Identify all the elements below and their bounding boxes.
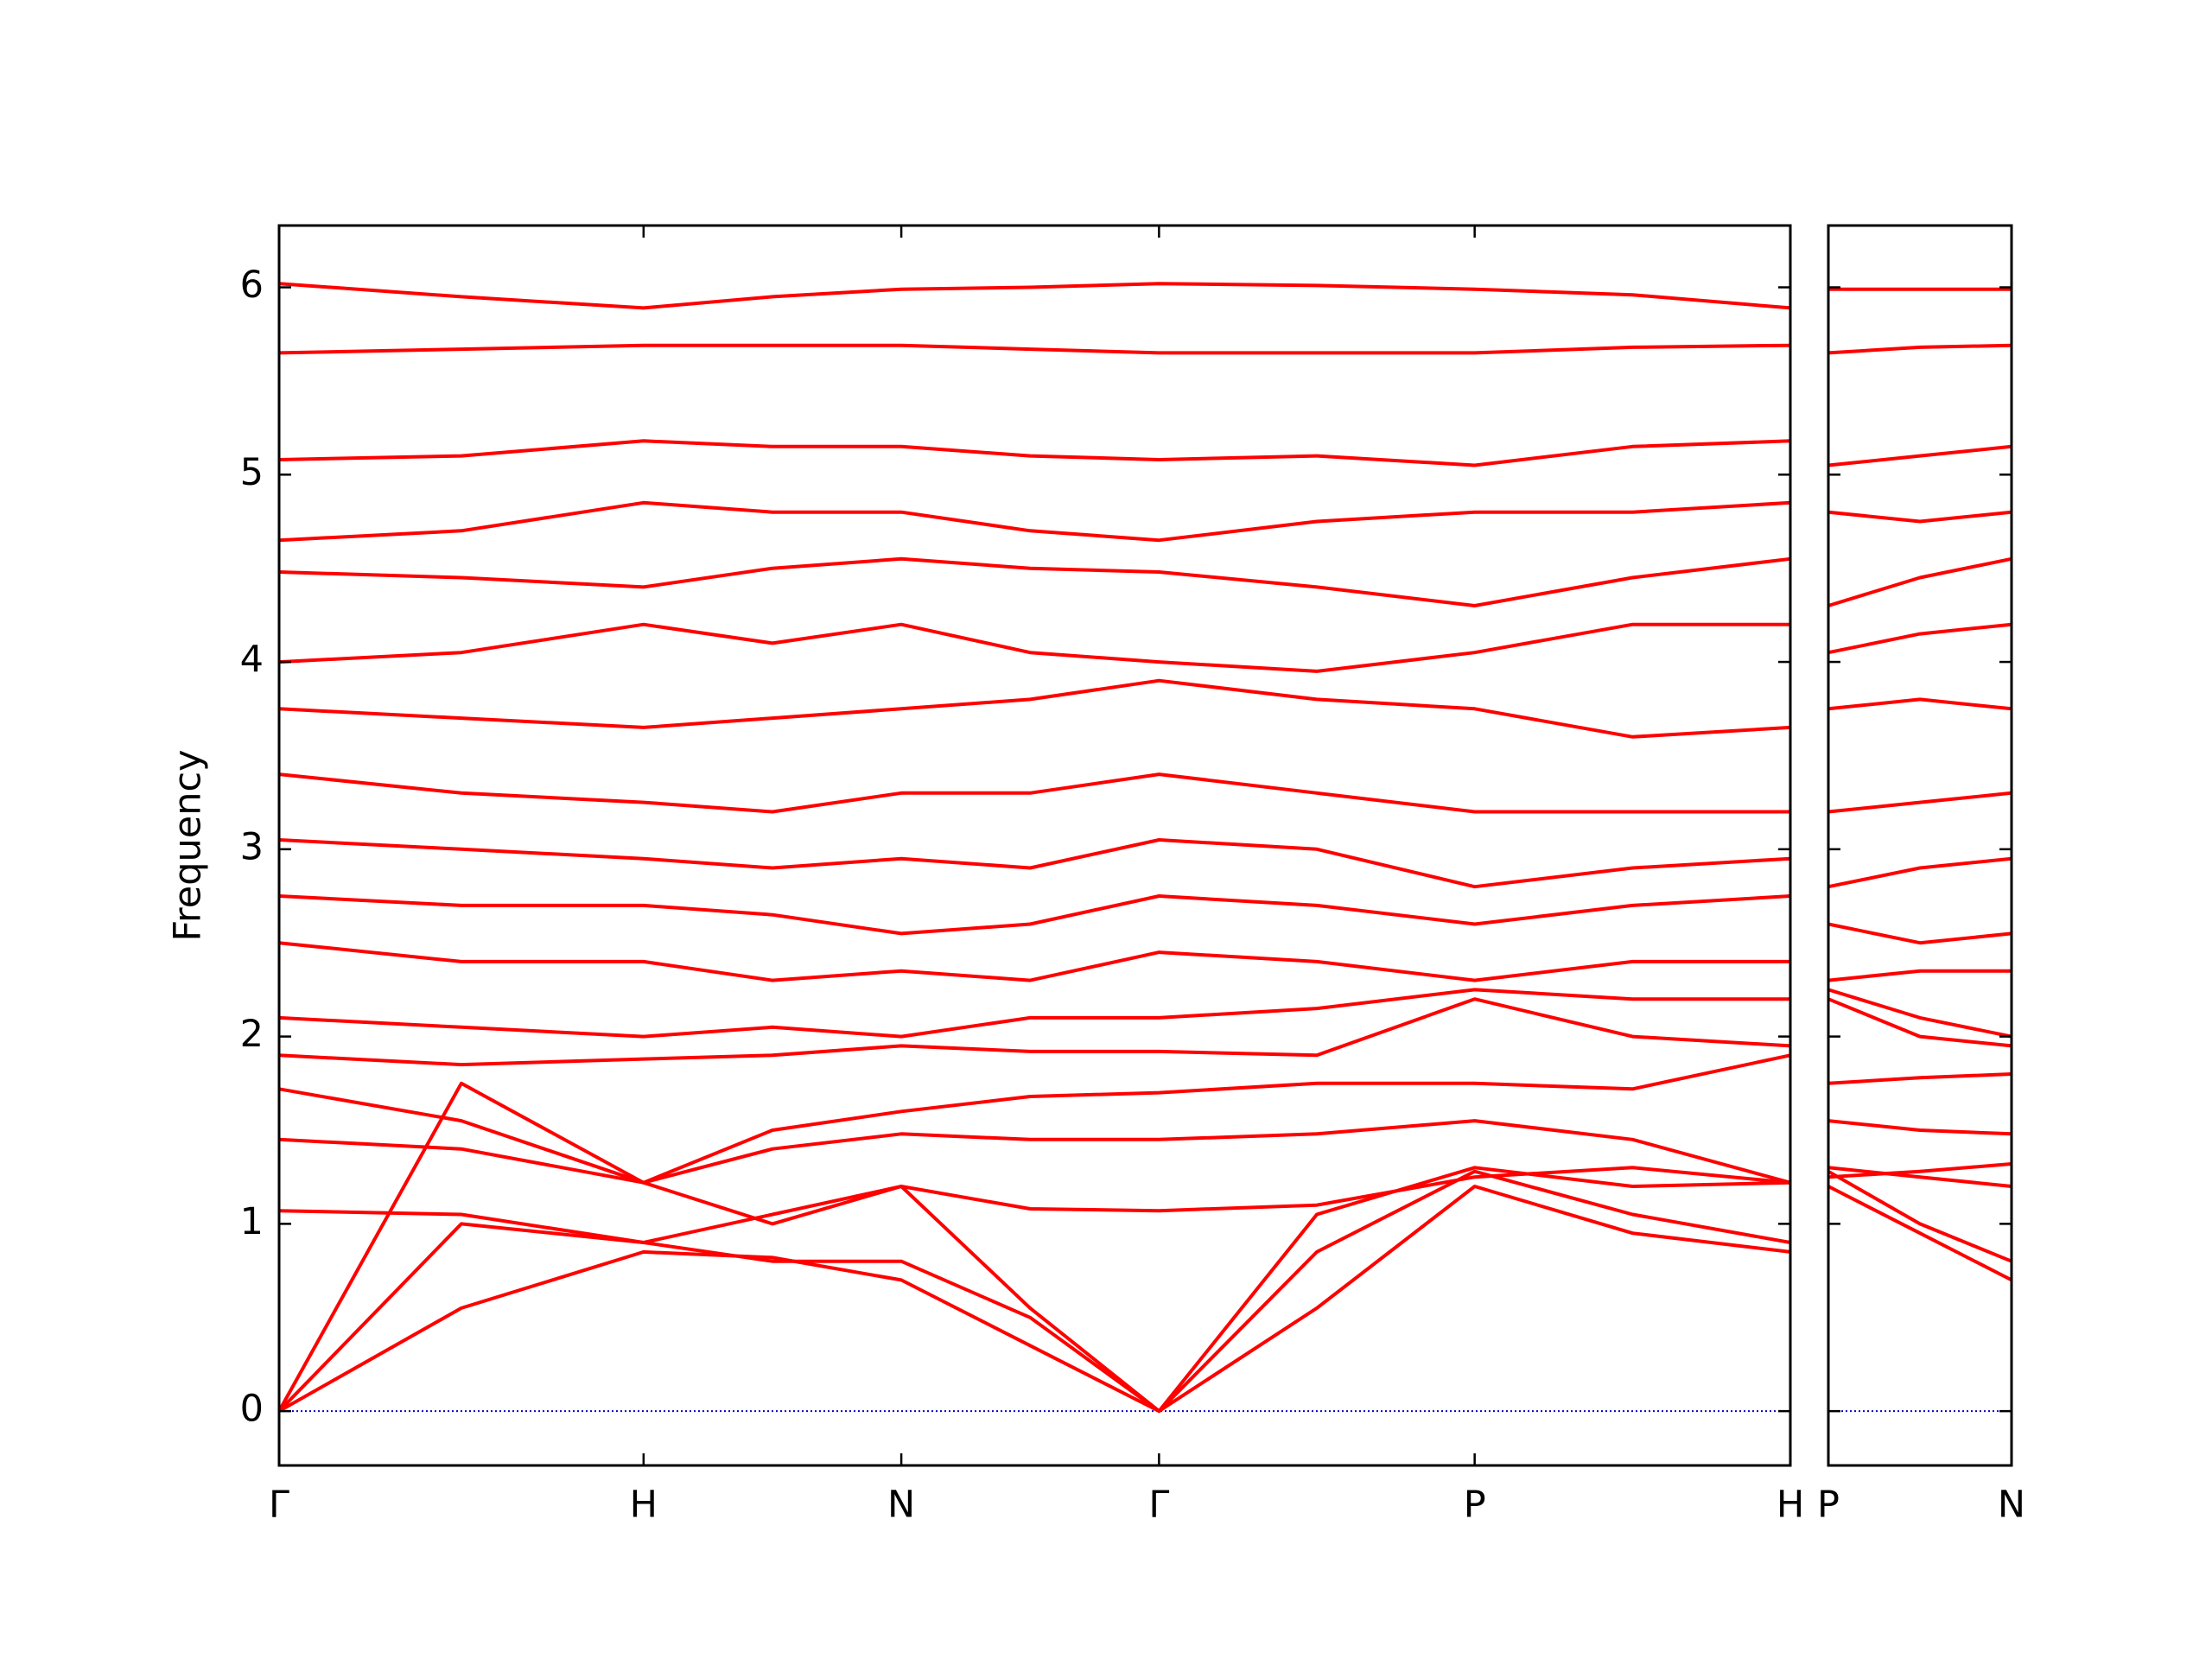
x-tick-label: H (1777, 1484, 1804, 1527)
y-tick-label: 0 (240, 1388, 264, 1431)
y-axis-label: Frequency (167, 749, 210, 941)
band-line (278, 622, 1790, 673)
y-tick-label: 5 (240, 451, 264, 494)
band-line (1827, 444, 2012, 467)
y-tick-label: 6 (240, 264, 264, 307)
band-line (1827, 969, 2012, 982)
band-line (1827, 922, 2012, 945)
band-line (1827, 622, 2012, 655)
y-tick-label: 2 (240, 1013, 264, 1056)
band-line (1827, 988, 2012, 1039)
band-line (278, 439, 1791, 467)
x-tick-label: N (887, 1484, 915, 1527)
band-line (278, 282, 1791, 310)
band-line (278, 343, 1791, 355)
band-line (1827, 1166, 2012, 1188)
y-tick-label: 3 (240, 825, 264, 868)
x-tick-label: Γ (269, 1484, 289, 1527)
band-line (1827, 1119, 2012, 1136)
band-line (1827, 791, 2012, 814)
band-line (277, 1169, 1791, 1414)
band-line (278, 1185, 1791, 1414)
band-line (1827, 1169, 2012, 1263)
plot-frame (1827, 224, 2013, 1467)
band-line (1827, 856, 2012, 889)
y-tick-label: 1 (240, 1200, 264, 1243)
band-line (278, 941, 1790, 982)
band-line (1827, 1072, 2012, 1085)
x-tick-label: Γ (1148, 1484, 1169, 1527)
band-line (1827, 343, 2012, 355)
band-line (278, 988, 1790, 1039)
band-line (278, 1166, 1791, 1244)
band-line (278, 838, 1791, 889)
x-tick-label: P (1817, 1484, 1840, 1527)
band-line (1827, 556, 2012, 607)
band-line (1827, 1185, 2012, 1282)
band-line (278, 1119, 1791, 1185)
x-tick-label: H (630, 1484, 658, 1527)
band-line (278, 894, 1791, 936)
band-line (278, 500, 1791, 543)
plot-frame (277, 224, 1792, 1467)
band-line (278, 997, 1791, 1067)
band-line (1827, 1162, 2012, 1179)
band-line (278, 772, 1790, 814)
band-line (1827, 997, 2012, 1048)
band-line (278, 1053, 1791, 1185)
band-line (1827, 697, 2012, 711)
band-line (278, 556, 1791, 607)
y-tick-label: 4 (240, 639, 264, 682)
x-tick-label: N (1998, 1484, 2025, 1527)
x-tick-label: P (1464, 1484, 1486, 1527)
band-line (1827, 510, 2012, 524)
band-line (278, 678, 1791, 739)
